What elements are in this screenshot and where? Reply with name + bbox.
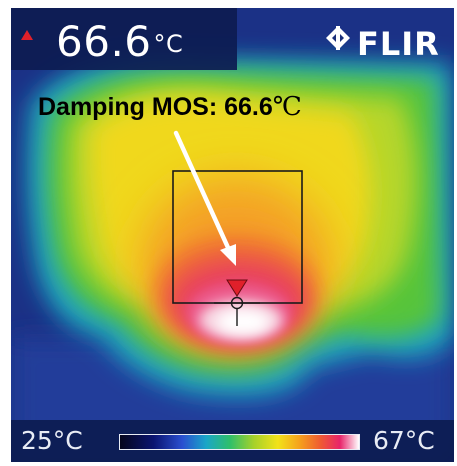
crosshair-spot-icon xyxy=(214,279,260,326)
warning-triangle-icon xyxy=(21,30,33,40)
flir-logo-icon xyxy=(326,26,350,50)
readout-value: 66.6 xyxy=(56,17,152,66)
flir-logo: FLIR xyxy=(325,25,454,63)
color-scale-gradient xyxy=(119,434,360,450)
thermal-heatmap xyxy=(11,8,454,462)
annotation-unit: ℃ xyxy=(272,92,302,122)
brand-name: FLIR xyxy=(357,25,440,63)
temperature-readout-bar xyxy=(11,8,237,70)
thermal-image: 66.6°C FLIR Damping MOS: 66.6℃ 25°C 67°C xyxy=(11,8,454,462)
damping-mos-annotation: Damping MOS: 66.6℃ xyxy=(38,92,302,122)
readout-unit: °C xyxy=(153,30,184,58)
annotation-label: Damping MOS: 66.6 xyxy=(38,93,273,121)
annotation-arrow xyxy=(173,130,236,266)
spot-temperature-readout: 66.6°C xyxy=(56,20,183,64)
scale-min-label: 25°C xyxy=(21,426,83,455)
scale-max-label: 67°C xyxy=(373,426,435,455)
